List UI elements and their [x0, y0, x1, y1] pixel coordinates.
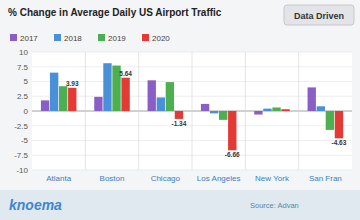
y-tick-label: 0 — [24, 107, 29, 116]
legend-label: 2019 — [108, 34, 126, 43]
bar — [121, 78, 129, 111]
y-tick-label: 2.5 — [17, 92, 29, 101]
badge — [284, 5, 354, 25]
x-tick-label: Atlanta — [46, 174, 71, 183]
data-label: -4.63 — [332, 139, 347, 146]
bar — [219, 111, 227, 120]
legend-swatch — [54, 34, 61, 41]
bar — [308, 87, 316, 111]
data-label: -1.34 — [172, 120, 187, 127]
x-tick-label: New York — [255, 174, 290, 183]
y-tick-label: 5 — [24, 77, 29, 86]
separator — [298, 52, 299, 170]
bar — [59, 86, 67, 111]
x-tick-label: Boston — [100, 174, 125, 183]
bar — [50, 73, 58, 111]
legend-swatch — [10, 34, 17, 41]
y-tick-label: 10 — [19, 48, 28, 57]
legend-label: 2020 — [152, 34, 170, 43]
x-tick-label: San Fran — [309, 174, 342, 183]
legend-swatch — [142, 34, 149, 41]
legend-swatch — [98, 34, 105, 41]
bar — [103, 63, 111, 111]
bar — [326, 111, 334, 130]
y-tick-label: -7.5 — [14, 151, 28, 160]
brand: knoema — [9, 197, 62, 213]
bar — [335, 111, 343, 138]
bar — [148, 80, 156, 111]
bar — [317, 106, 325, 111]
y-tick-label: -2.5 — [14, 122, 28, 131]
bar — [201, 104, 209, 111]
source: Source: Advan — [250, 201, 299, 210]
title: % Change in Average Daily US Airport Tra… — [8, 7, 222, 18]
bar — [272, 107, 280, 111]
x-tick-label: Los Angeles — [197, 174, 241, 183]
bar — [68, 88, 76, 111]
separator — [85, 52, 86, 170]
data-label: 5.64 — [119, 70, 132, 77]
bar — [175, 111, 183, 119]
bar — [94, 97, 102, 111]
bar — [166, 82, 174, 111]
y-tick-label: -10 — [16, 166, 28, 175]
x-tick-label: Chicago — [151, 174, 181, 183]
separator — [245, 52, 246, 170]
bar — [210, 111, 218, 113]
bars — [41, 63, 343, 150]
y-tick-label: 7.5 — [17, 63, 29, 72]
plot-area — [32, 52, 352, 170]
bar — [157, 97, 165, 111]
separator — [192, 52, 193, 170]
bar — [263, 109, 271, 111]
badge-text: Data Driven — [294, 11, 344, 21]
bar — [228, 111, 236, 150]
legend-label: 2017 — [20, 34, 38, 43]
legend-label: 2018 — [64, 34, 82, 43]
data-label: 3.93 — [66, 80, 79, 87]
chart: % Change in Average Daily US Airport Tra… — [0, 0, 360, 220]
bar — [281, 109, 289, 111]
y-tick-label: -5 — [21, 136, 29, 145]
separator — [138, 52, 139, 170]
bar — [41, 100, 49, 111]
bar — [254, 111, 262, 115]
footer — [0, 190, 360, 220]
data-label: -6.66 — [225, 151, 240, 158]
